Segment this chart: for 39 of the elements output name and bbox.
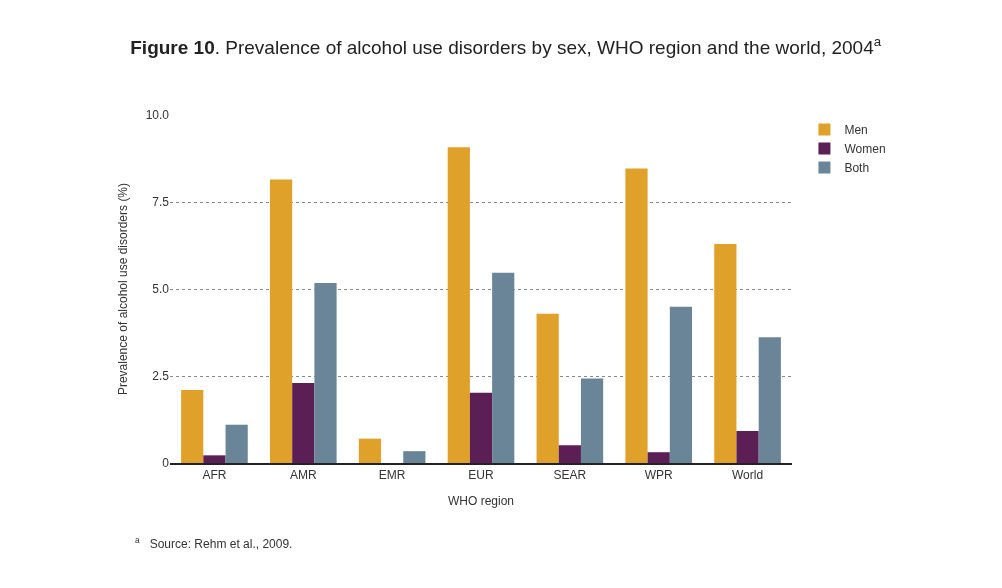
- bar: [758, 337, 781, 463]
- bar: [403, 451, 426, 463]
- y-tick-label: 5.0: [152, 282, 170, 297]
- x-tick-label: AMR: [289, 468, 317, 483]
- bar: [269, 179, 293, 463]
- x-tick-label: WPR: [644, 468, 674, 483]
- bar: [358, 438, 382, 463]
- bar: [736, 430, 759, 463]
- x-tick-label: EMR: [378, 468, 406, 483]
- y-tick-label: 2.5: [152, 369, 170, 384]
- bar: [447, 147, 470, 463]
- x-tick-label: EUR: [468, 468, 494, 483]
- chart-title: Figure 10. Prevalence of alcohol use disorders by sex, WHO region and the world, 2004$^{a}$: [130, 34, 882, 59]
- y-axis-title: Prevalence of alcohol use disorders (%): [115, 182, 130, 396]
- bar: [203, 455, 226, 463]
- bar: [714, 244, 737, 463]
- bar: [181, 389, 204, 463]
- y-tick-label: 10.0: [145, 108, 170, 123]
- bar: [558, 445, 581, 463]
- bar: [469, 392, 493, 463]
- x-axis-title: WHO region: [447, 493, 515, 508]
- x-tick-label: World: [732, 468, 764, 483]
- bar: [647, 452, 670, 463]
- bar: [314, 283, 337, 463]
- bar: [625, 168, 648, 463]
- x-tick-label: AFR: [202, 468, 227, 483]
- y-tick-label: 0: [162, 456, 170, 471]
- bar: [225, 424, 248, 463]
- legend-label: Women: [844, 142, 886, 157]
- bar: [580, 378, 604, 463]
- y-tick-label: 7.5: [152, 195, 170, 210]
- legend-label: Men: [844, 123, 868, 138]
- x-tick-label: SEAR: [553, 468, 587, 483]
- bar: [669, 306, 693, 463]
- bar: [292, 382, 315, 463]
- text: $^{a}$ Source: Rehm et al., 2009.: [135, 535, 293, 552]
- bar: [492, 272, 515, 463]
- bar: [536, 313, 559, 463]
- legend-label: Both: [844, 161, 870, 176]
